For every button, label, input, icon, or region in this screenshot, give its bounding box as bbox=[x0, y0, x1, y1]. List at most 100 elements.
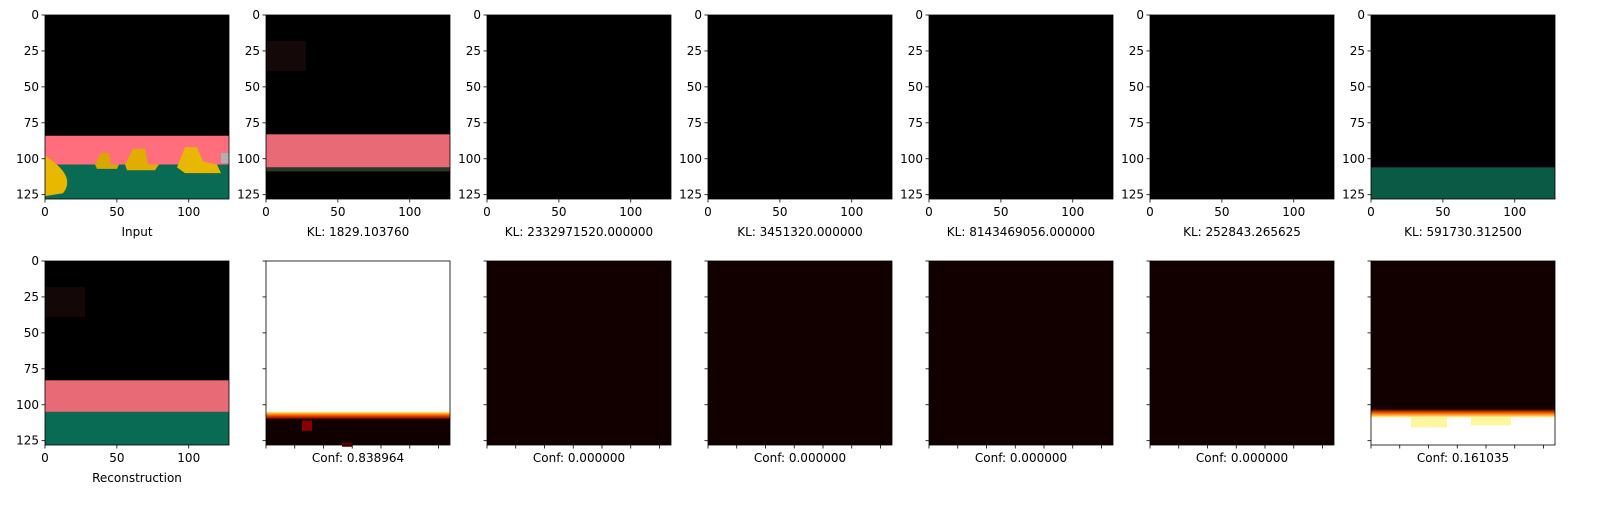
x-tick-label: 0 bbox=[1367, 205, 1375, 219]
y-tick-label: 100 bbox=[900, 152, 923, 166]
x-tick-label: 50 bbox=[551, 205, 566, 219]
band-shadow bbox=[266, 167, 450, 171]
image-background bbox=[1150, 15, 1334, 199]
x-tick-label: 100 bbox=[177, 205, 200, 219]
y-tick-label: 125 bbox=[16, 434, 39, 448]
y-tick-label: 100 bbox=[1342, 152, 1365, 166]
confidence-edge bbox=[266, 412, 450, 419]
x-tick-label: 100 bbox=[177, 451, 200, 465]
low-confidence-region bbox=[266, 415, 450, 445]
x-tick-label: 50 bbox=[109, 205, 124, 219]
image-background bbox=[708, 15, 892, 199]
x-tick-label: 0 bbox=[41, 451, 49, 465]
image-panel: Conf: 0.000000 bbox=[926, 261, 1114, 465]
pink-band bbox=[266, 134, 450, 167]
panel-caption: Conf: 0.000000 bbox=[754, 451, 846, 465]
x-tick-label: 50 bbox=[330, 205, 345, 219]
x-tick-label: 50 bbox=[109, 451, 124, 465]
y-tick-label: 100 bbox=[679, 152, 702, 166]
teal-floor bbox=[1371, 167, 1555, 199]
image-panel: Conf: 0.000000 bbox=[484, 261, 672, 465]
x-tick-label: 100 bbox=[619, 205, 642, 219]
y-tick-label: 75 bbox=[245, 116, 260, 130]
image-panel: Conf: 0.000000 bbox=[1147, 261, 1335, 465]
y-tick-label: 25 bbox=[24, 44, 39, 58]
image-panel: 02550751001250 50 100Input bbox=[16, 8, 229, 239]
y-tick-label: 0 bbox=[694, 8, 702, 22]
panel-caption: KL: 8143469056.000000 bbox=[947, 225, 1095, 239]
y-tick-label: 125 bbox=[16, 188, 39, 202]
y-tick-label: 0 bbox=[1357, 8, 1365, 22]
x-tick-label: 0 bbox=[262, 205, 270, 219]
panel-caption: KL: 1829.103760 bbox=[307, 225, 410, 239]
x-tick-label: 0 bbox=[483, 205, 491, 219]
y-tick-label: 50 bbox=[24, 80, 39, 94]
y-tick-label: 0 bbox=[915, 8, 923, 22]
x-tick-label: 50 bbox=[1214, 205, 1229, 219]
y-tick-label: 75 bbox=[24, 362, 39, 376]
pink-band bbox=[45, 380, 229, 412]
yellow-streak bbox=[1471, 417, 1511, 425]
grey-object bbox=[221, 153, 229, 163]
image-panel: Conf: 0.000000 bbox=[705, 261, 893, 465]
noise-patch bbox=[266, 41, 306, 71]
image-panel: Conf: 0.838964 bbox=[263, 261, 451, 465]
image-background bbox=[487, 261, 671, 445]
panel-caption: Conf: 0.838964 bbox=[312, 451, 404, 465]
x-tick-label: 100 bbox=[1061, 205, 1084, 219]
x-tick-label: 0 bbox=[1146, 205, 1154, 219]
y-tick-label: 25 bbox=[245, 44, 260, 58]
y-tick-label: 75 bbox=[466, 116, 481, 130]
y-tick-label: 50 bbox=[466, 80, 481, 94]
y-tick-label: 125 bbox=[900, 188, 923, 202]
panel-caption: KL: 3451320.000000 bbox=[737, 225, 862, 239]
panel-caption: KL: 2332971520.000000 bbox=[505, 225, 653, 239]
x-tick-label: 0 bbox=[925, 205, 933, 219]
y-tick-label: 50 bbox=[1350, 80, 1365, 94]
y-tick-label: 50 bbox=[687, 80, 702, 94]
y-tick-label: 75 bbox=[1350, 116, 1365, 130]
y-tick-label: 100 bbox=[16, 152, 39, 166]
image-background bbox=[487, 15, 671, 199]
x-tick-label: 100 bbox=[398, 205, 421, 219]
y-tick-label: 125 bbox=[458, 188, 481, 202]
x-tick-label: 100 bbox=[1503, 205, 1526, 219]
teal-floor bbox=[45, 412, 229, 445]
y-tick-label: 25 bbox=[1129, 44, 1144, 58]
x-tick-label: 50 bbox=[993, 205, 1008, 219]
image-panel: 02550751001250 50 100KL: 252843.265625 bbox=[1121, 8, 1334, 239]
y-tick-label: 125 bbox=[237, 188, 260, 202]
y-tick-label: 25 bbox=[687, 44, 702, 58]
x-tick-label: 50 bbox=[1435, 205, 1450, 219]
y-tick-label: 0 bbox=[31, 254, 39, 268]
y-tick-label: 75 bbox=[1129, 116, 1144, 130]
panel-caption: Reconstruction bbox=[92, 471, 182, 485]
image-background bbox=[929, 261, 1113, 445]
y-tick-label: 100 bbox=[1121, 152, 1144, 166]
y-tick-label: 75 bbox=[908, 116, 923, 130]
y-tick-label: 50 bbox=[24, 326, 39, 340]
y-tick-label: 75 bbox=[24, 116, 39, 130]
image-panel: 02550751001250 50 100KL: 591730.312500 bbox=[1342, 8, 1555, 239]
panel-caption: KL: 252843.265625 bbox=[1183, 225, 1301, 239]
y-tick-label: 0 bbox=[1136, 8, 1144, 22]
y-tick-label: 50 bbox=[1129, 80, 1144, 94]
y-tick-label: 50 bbox=[245, 80, 260, 94]
x-tick-label: 100 bbox=[840, 205, 863, 219]
y-tick-label: 0 bbox=[473, 8, 481, 22]
x-tick-label: 0 bbox=[704, 205, 712, 219]
y-tick-label: 125 bbox=[1121, 188, 1144, 202]
image-background bbox=[929, 15, 1113, 199]
noise-patch bbox=[45, 287, 85, 317]
y-tick-label: 125 bbox=[1342, 188, 1365, 202]
panel-caption: Conf: 0.000000 bbox=[1196, 451, 1288, 465]
panel-caption: Conf: 0.000000 bbox=[975, 451, 1067, 465]
y-tick-label: 100 bbox=[237, 152, 260, 166]
y-tick-label: 75 bbox=[687, 116, 702, 130]
confidence-edge bbox=[1371, 409, 1555, 417]
